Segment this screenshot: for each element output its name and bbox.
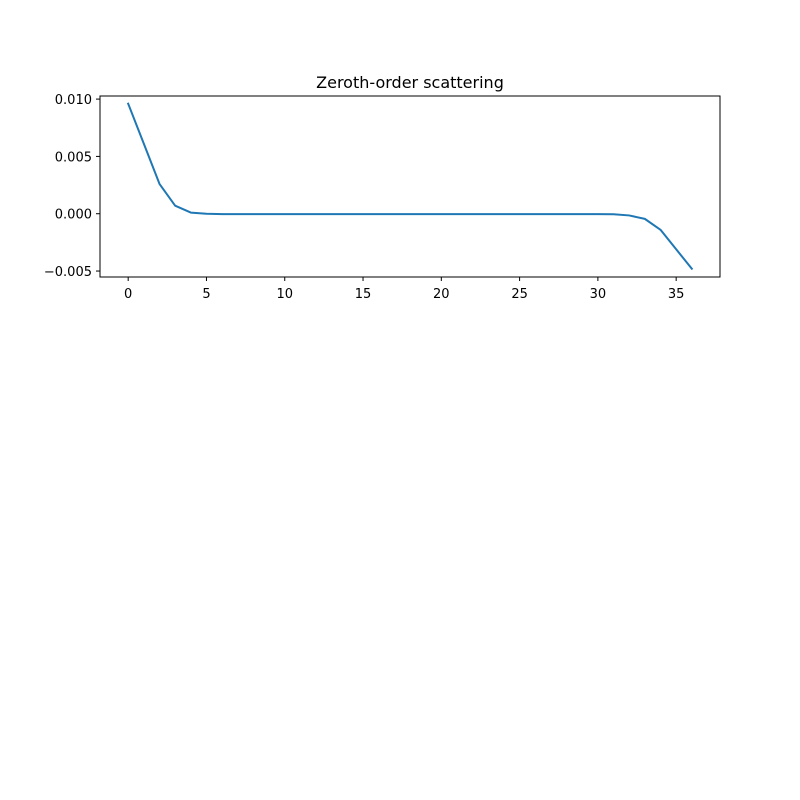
y-tick-label: −0.005 (44, 265, 92, 280)
x-tick-label: 10 (276, 287, 293, 302)
x-tick-label: 5 (202, 287, 210, 302)
x-tick-label: 30 (590, 287, 607, 302)
x-tick-label: 20 (433, 287, 450, 302)
y-tick-label: 0.005 (55, 150, 92, 165)
x-tick-label: 25 (511, 287, 528, 302)
y-tick-label: 0.000 (55, 208, 92, 223)
x-tick-label: 15 (355, 287, 372, 302)
series-line-0 (126, 102, 694, 271)
x-tick-label: 35 (668, 287, 685, 302)
y-tick-label: 0.010 (55, 93, 92, 108)
x-tick-label: 0 (124, 287, 132, 302)
plot-frame (99, 95, 721, 278)
chart-title: Zeroth-order scattering (316, 73, 504, 92)
